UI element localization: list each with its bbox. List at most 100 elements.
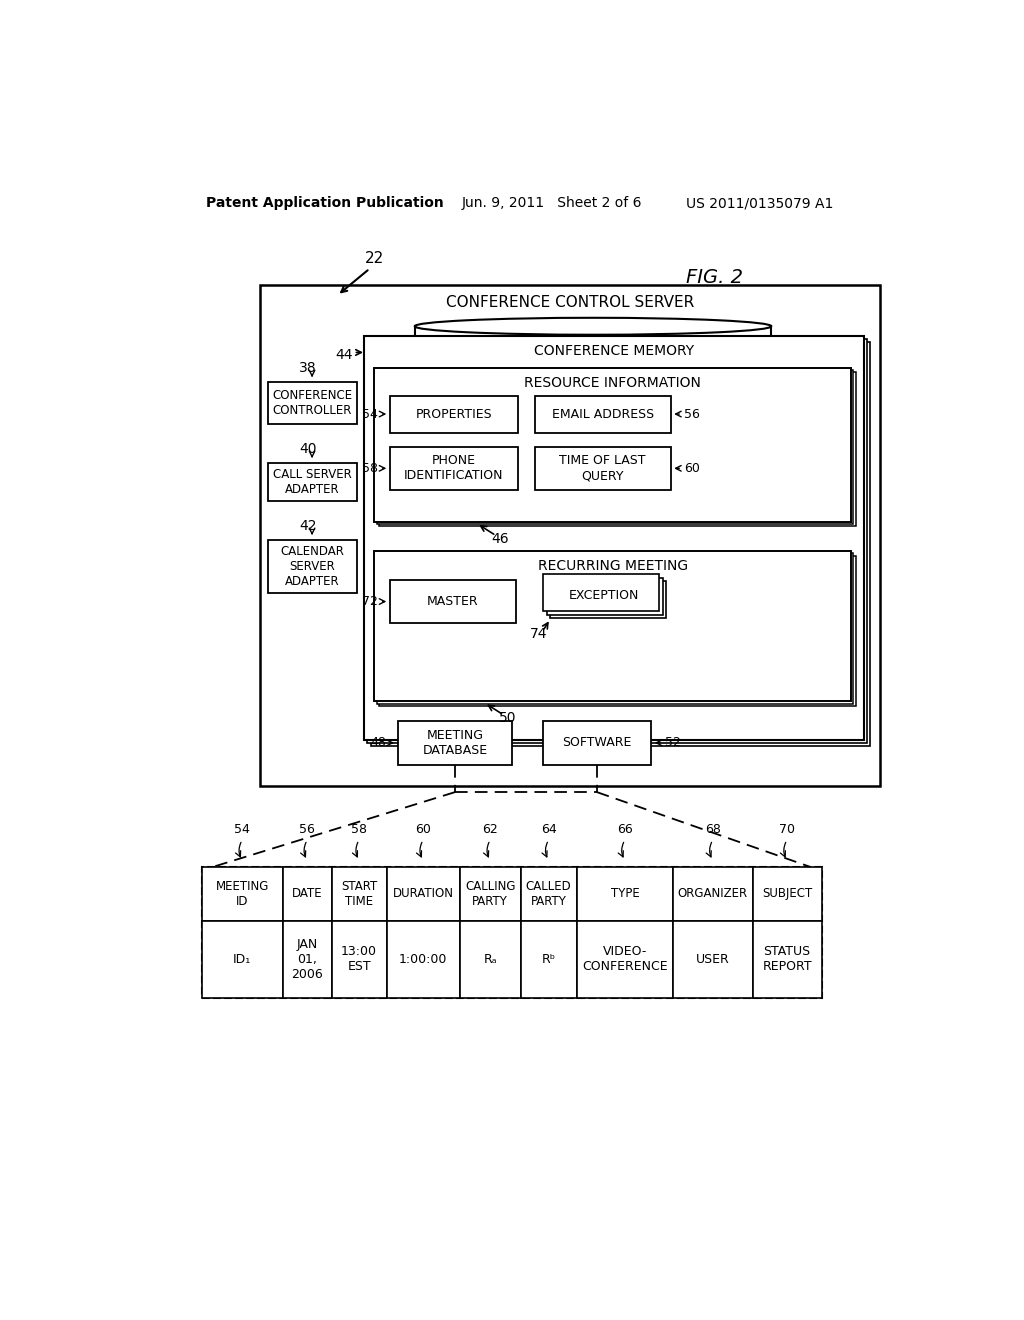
Text: START
TIME: START TIME (341, 879, 377, 908)
Bar (535, 396, 671, 433)
Bar (283, 867, 332, 921)
Text: Patent Application Publication: Patent Application Publication (206, 197, 443, 210)
Text: 40: 40 (299, 442, 317, 455)
Bar (267, 540, 356, 594)
Text: 1:00:00: 1:00:00 (399, 953, 447, 966)
Text: 60: 60 (684, 462, 700, 475)
Bar (543, 574, 658, 611)
Text: Rₐ: Rₐ (483, 953, 497, 966)
Text: MEETING
ID: MEETING ID (216, 879, 269, 908)
Text: 54: 54 (234, 824, 250, 837)
Bar (390, 396, 518, 433)
Bar (379, 556, 856, 706)
Text: 58: 58 (351, 824, 368, 837)
Text: 68: 68 (705, 824, 721, 837)
Bar (375, 552, 851, 701)
Text: CALLING
PARTY: CALLING PARTY (465, 879, 515, 908)
Text: 64: 64 (541, 824, 557, 837)
Bar (460, 921, 521, 998)
Text: SOFTWARE: SOFTWARE (562, 737, 632, 750)
Text: SUBJECT: SUBJECT (762, 887, 812, 900)
Text: CALLED
PARTY: CALLED PARTY (526, 879, 571, 908)
Text: 54: 54 (362, 408, 378, 421)
Text: 44: 44 (335, 347, 352, 362)
Bar (753, 867, 821, 921)
Bar (267, 381, 356, 424)
Text: JAN
01,
2006: JAN 01, 2006 (292, 937, 324, 981)
Bar (390, 447, 518, 490)
Bar (550, 581, 666, 618)
Text: 58: 58 (362, 462, 378, 475)
Text: MEETING
DATABASE: MEETING DATABASE (423, 729, 487, 756)
Text: US 2011/0135079 A1: US 2011/0135079 A1 (686, 197, 834, 210)
Text: Jun. 9, 2011   Sheet 2 of 6: Jun. 9, 2011 Sheet 2 of 6 (461, 197, 642, 210)
Text: MASTER: MASTER (427, 595, 478, 609)
Bar (387, 921, 460, 998)
Bar (267, 462, 356, 502)
Bar (577, 867, 673, 921)
Text: STATUS
REPORT: STATUS REPORT (762, 945, 812, 973)
Ellipse shape (415, 356, 771, 374)
Bar (547, 578, 663, 615)
Bar (397, 721, 512, 766)
Text: CONFERENCE CONTROL SERVER: CONFERENCE CONTROL SERVER (445, 294, 694, 310)
Bar (535, 447, 671, 490)
Bar (521, 867, 577, 921)
Bar (577, 921, 673, 998)
Bar (387, 867, 460, 921)
Bar (332, 867, 387, 921)
Text: PROPERTIES: PROPERTIES (416, 408, 493, 421)
Bar (390, 581, 515, 623)
Bar (521, 921, 577, 998)
Text: 62: 62 (482, 824, 498, 837)
Bar (460, 867, 521, 921)
Text: ID₁: ID₁ (233, 953, 252, 966)
Text: CALL SERVER
ADAPTER: CALL SERVER ADAPTER (272, 467, 351, 496)
Bar (377, 553, 853, 704)
Text: 38: 38 (299, 360, 317, 375)
Text: RECURRING MEETING: RECURRING MEETING (538, 560, 688, 573)
Text: FIG. 2: FIG. 2 (686, 268, 743, 288)
Text: 46: 46 (492, 532, 509, 545)
Text: TIME OF LAST
QUERY: TIME OF LAST QUERY (559, 454, 646, 482)
Text: 56: 56 (684, 408, 700, 421)
Bar (283, 921, 332, 998)
Text: EXCEPTION: EXCEPTION (568, 589, 639, 602)
Bar (371, 342, 870, 746)
Text: EMAIL ADDRESS: EMAIL ADDRESS (552, 408, 653, 421)
Bar (377, 370, 853, 524)
Text: 60: 60 (416, 824, 431, 837)
Text: 74: 74 (530, 627, 548, 642)
Text: 66: 66 (617, 824, 633, 837)
Bar (379, 372, 856, 527)
Bar (673, 867, 753, 921)
Bar (365, 335, 864, 739)
Text: VIDEO-
CONFERENCE: VIDEO- CONFERENCE (582, 945, 668, 973)
Text: TYPE: TYPE (610, 887, 639, 900)
Bar (543, 721, 651, 766)
Text: DATE: DATE (292, 887, 323, 900)
Text: 13:00
EST: 13:00 EST (341, 945, 377, 973)
Bar (375, 368, 851, 521)
Bar (202, 867, 283, 921)
Text: 42: 42 (299, 519, 317, 533)
Bar (260, 285, 880, 785)
Bar (673, 921, 753, 998)
Text: 50: 50 (499, 711, 516, 725)
Text: 70: 70 (779, 824, 795, 837)
Text: RESOURCE INFORMATION: RESOURCE INFORMATION (524, 376, 701, 391)
Bar (202, 921, 283, 998)
Text: PHONE
IDENTIFICATION: PHONE IDENTIFICATION (404, 454, 504, 482)
Text: CONFERENCE
CONTROLLER: CONFERENCE CONTROLLER (272, 389, 352, 417)
Bar (368, 339, 867, 743)
Text: DURATION: DURATION (392, 887, 454, 900)
Bar (753, 921, 821, 998)
Text: 56: 56 (299, 824, 315, 837)
Text: CONFERENCE MEMORY: CONFERENCE MEMORY (535, 345, 694, 358)
Ellipse shape (415, 318, 771, 335)
Text: 52: 52 (665, 737, 681, 750)
Text: 48: 48 (371, 737, 386, 750)
Text: Rᵇ: Rᵇ (542, 953, 556, 966)
Bar (332, 921, 387, 998)
Text: CALENDAR
SERVER
ADAPTER: CALENDAR SERVER ADAPTER (281, 545, 344, 587)
